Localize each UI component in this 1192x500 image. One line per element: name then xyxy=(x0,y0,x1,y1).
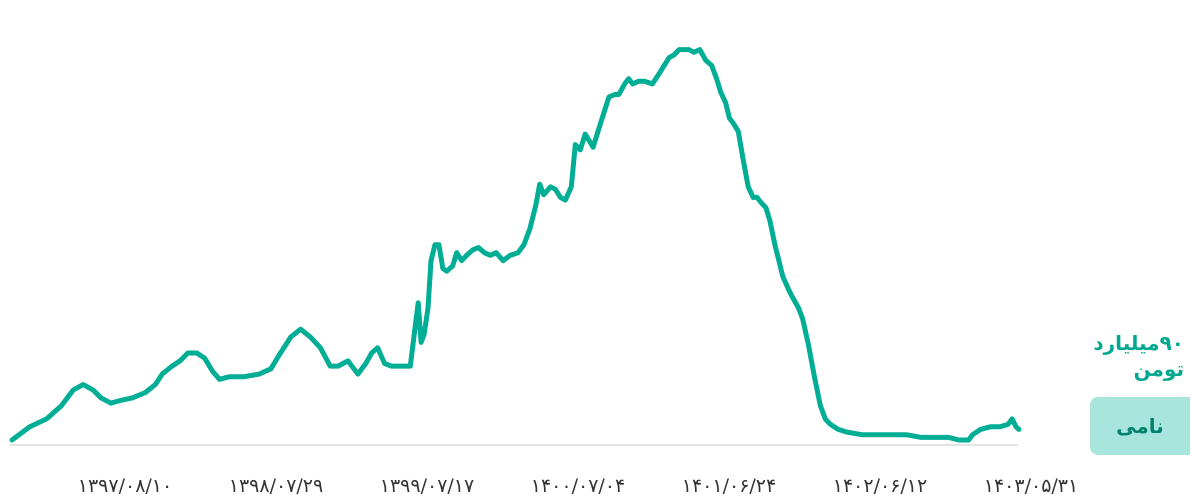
x-tick-label: ۱۳۹۷/۰۸/۱۰ xyxy=(78,475,172,497)
x-tick-label: ۱۴۰۰/۰۷/۰۴ xyxy=(531,475,625,497)
x-tick-label: ۱۴۰۲/۰۶/۱۲ xyxy=(833,475,927,497)
value-label: ۹۰میلیارد تومن xyxy=(1093,331,1184,381)
x-tick-label: ۱۳۹۸/۰۷/۲۹ xyxy=(229,475,323,497)
x-tick-label: ۱۳۹۹/۰۷/۱۷ xyxy=(380,475,474,497)
series-line-0 xyxy=(9,47,1022,443)
x-tick-label: ۱۴۰۱/۰۶/۲۴ xyxy=(682,475,776,497)
name-tag[interactable]: نامی xyxy=(1090,397,1190,455)
x-tick-label: ۱۴۰۳/۰۵/۳۱ xyxy=(984,475,1078,497)
